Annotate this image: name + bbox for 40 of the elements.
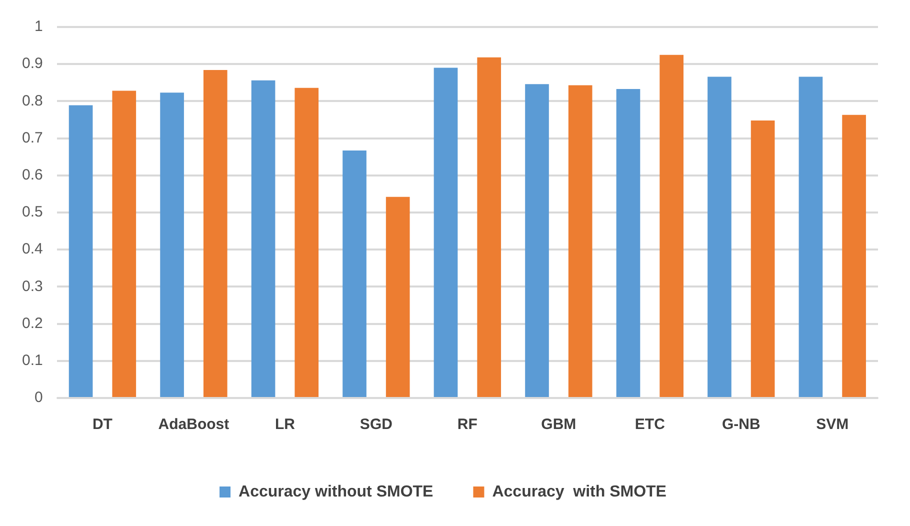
- x-tick-label: GBM: [541, 416, 576, 434]
- bar: [568, 85, 592, 397]
- legend-label: Accuracy with SMOTE: [492, 483, 667, 500]
- x-tick-label: ETC: [634, 416, 666, 434]
- y-tick-label: 0.7: [22, 129, 43, 146]
- y-tick-label: 0.4: [22, 240, 43, 258]
- y-tick-label: 0.9: [22, 55, 43, 72]
- y-tick-label: 0.3: [22, 278, 43, 295]
- x-tick-label: AdaBoost: [158, 416, 230, 434]
- bar: [842, 114, 866, 397]
- x-tick-label: DT: [92, 416, 112, 434]
- legend-label: Accuracy without SMOTE: [238, 483, 434, 500]
- x-tick-label: SVM: [816, 416, 849, 434]
- bar: [112, 90, 136, 397]
- bar: [477, 57, 502, 397]
- bar: [525, 84, 549, 397]
- bar: [160, 92, 184, 397]
- bar: [750, 120, 775, 397]
- bar: [616, 88, 640, 397]
- y-tick-label: 1: [34, 18, 43, 36]
- bar: [660, 54, 684, 397]
- bar: [203, 70, 228, 397]
- y-tick-label: 0: [34, 389, 43, 406]
- bar: [798, 76, 823, 397]
- y-tick-label: 0.8: [22, 92, 43, 110]
- bar: [708, 76, 732, 397]
- bar: [68, 105, 93, 397]
- x-tick-label: G-NB: [722, 416, 760, 434]
- bar: [251, 80, 276, 397]
- y-tick-label: 0.2: [22, 314, 43, 332]
- x-tick-label: RF: [457, 416, 478, 434]
- x-tick-label: LR: [274, 416, 296, 434]
- bar: [386, 196, 410, 397]
- y-tick-label: 0.5: [22, 204, 43, 221]
- y-tick-label: 0.6: [22, 166, 43, 184]
- y-tick-label: 0.1: [22, 352, 43, 370]
- bar: [342, 150, 366, 397]
- bar: [294, 88, 319, 397]
- x-tick-label: SGD: [360, 416, 393, 434]
- bar: [434, 68, 458, 397]
